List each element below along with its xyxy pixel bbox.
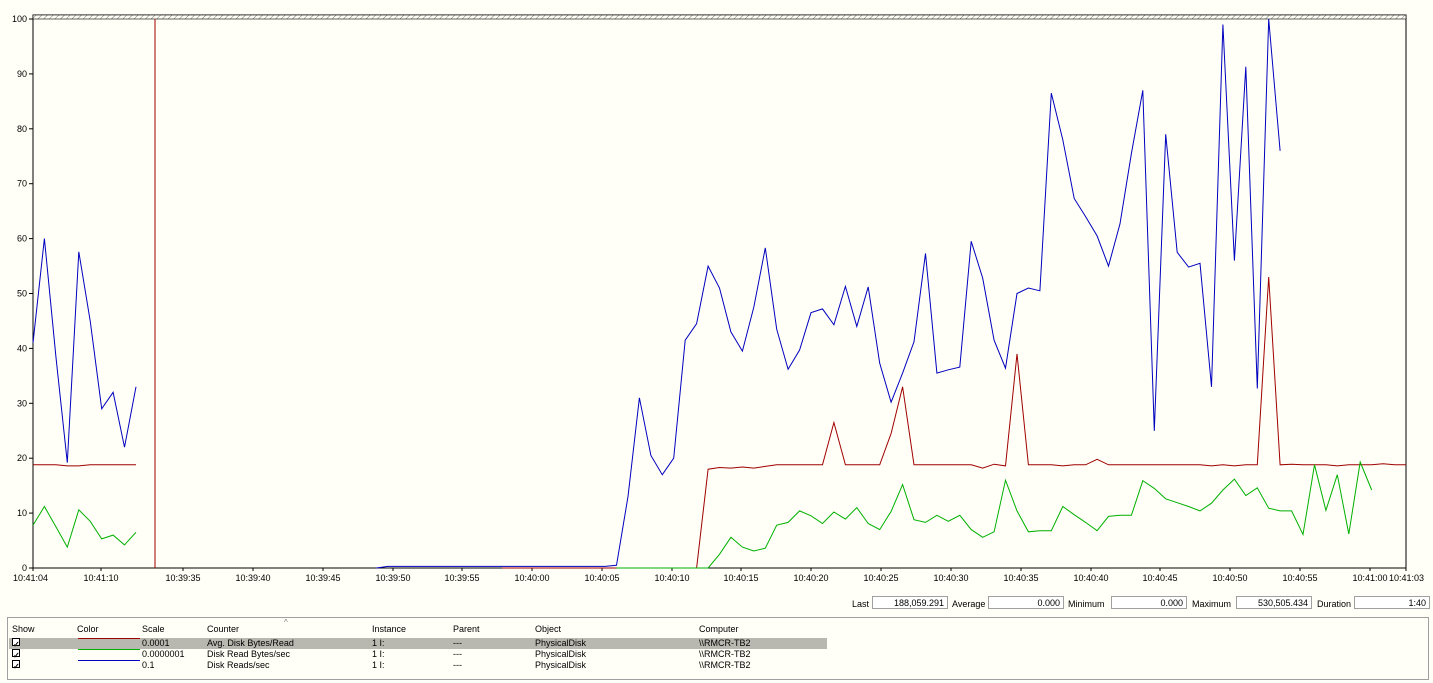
x-tick-label: 10:40:20: [793, 573, 828, 583]
x-tick-label: 10:40:05: [584, 573, 619, 583]
header-computer[interactable]: Computer: [699, 624, 739, 634]
x-tick-label: 10:40:40: [1073, 573, 1108, 583]
parent-cell: ---: [453, 638, 462, 648]
object-cell: PhysicalDisk: [535, 660, 587, 670]
series-line: [32, 505, 137, 549]
legend-row[interactable]: ✓ 0.0001 Avg. Disk Bytes/Read 1 I: --- P…: [9, 638, 827, 649]
parent-cell: ---: [453, 649, 462, 659]
scale-cell: 0.0001: [142, 638, 170, 648]
counter-cell: Avg. Disk Bytes/Read: [207, 638, 294, 648]
object-cell: PhysicalDisk: [535, 638, 587, 648]
series-layer: [32, 18, 1406, 569]
counter-cell: Disk Reads/sec: [207, 660, 270, 670]
object-cell: PhysicalDisk: [535, 649, 587, 659]
instance-cell: 1 I:: [372, 649, 385, 659]
x-tick-label: 10:41:03: [1389, 573, 1424, 583]
last-label: Last: [852, 599, 870, 609]
x-tick-label: 10:41:10: [83, 573, 118, 583]
x-tick-label: 10:41:04: [13, 573, 48, 583]
y-tick-label: 100: [12, 14, 27, 24]
instance-cell: 1 I:: [372, 638, 385, 648]
x-tick-label: 10:40:15: [723, 573, 758, 583]
y-tick-label: 40: [17, 343, 27, 353]
y-tick-label: 10: [17, 508, 27, 518]
plot-background: [32, 14, 1407, 569]
scale-cell: 0.0000001: [142, 649, 185, 659]
x-tick-label: 10:39:45: [305, 573, 340, 583]
y-tick-label: 50: [17, 289, 27, 299]
x-tick-label: 10:40:10: [654, 573, 689, 583]
header-instance[interactable]: Instance: [372, 624, 407, 634]
header-color[interactable]: Color: [77, 624, 99, 634]
show-checkbox[interactable]: ✓: [12, 649, 20, 660]
y-tick-label: 80: [17, 124, 27, 134]
x-tick-label: 10:40:45: [1142, 573, 1177, 583]
minimum-label: Minimum: [1068, 599, 1105, 609]
computer-cell: \\RMCR-TB2: [699, 660, 751, 670]
maximum-label: Maximum: [1192, 599, 1232, 609]
counter-legend-table[interactable]: Show Color Scale Counter ^ Instance Pare…: [7, 617, 1429, 680]
sort-ascending-icon: ^: [284, 618, 288, 627]
x-tick-label: 10:40:30: [933, 573, 968, 583]
series-line: [616, 460, 1373, 569]
series-line: [33, 464, 136, 467]
show-checkbox[interactable]: ✓: [12, 638, 20, 649]
x-tick-label: 10:41:00: [1352, 573, 1387, 583]
x-tick-label: 10:39:35: [165, 573, 200, 583]
minimum-value: 0.000: [1111, 596, 1187, 609]
parent-cell: ---: [453, 660, 462, 670]
legend-row[interactable]: ✓ 0.0000001 Disk Read Bytes/sec 1 I: ---…: [9, 649, 827, 660]
show-checkbox[interactable]: ✓: [12, 660, 20, 671]
series-line: [32, 238, 137, 463]
average-value: 0.000: [988, 596, 1064, 609]
x-axis: 10:41:04 10:41:10 10:39:35 10:39:40 10:39:45…: [13, 568, 1424, 583]
series-disk-reads-sec: [32, 18, 1281, 569]
x-tick-label: 10:39:40: [235, 573, 270, 583]
instance-cell: 1 I:: [372, 660, 385, 670]
header-object[interactable]: Object: [535, 624, 562, 634]
average-label: Average: [952, 599, 986, 609]
maximum-value: 530,505.434: [1236, 596, 1312, 609]
header-counter[interactable]: Counter: [207, 624, 240, 634]
y-tick-label: 20: [17, 453, 27, 463]
y-tick-label: 30: [17, 398, 27, 408]
header-show[interactable]: Show: [12, 624, 35, 634]
duration-label: Duration: [1317, 599, 1352, 609]
legend-row[interactable]: ✓ 0.1 Disk Reads/sec 1 I: --- PhysicalDi…: [9, 660, 827, 671]
x-tick-label: 10:40:55: [1282, 573, 1317, 583]
stats-bar: Last 188,059.291 Average 0.000 Minimum 0…: [840, 596, 1433, 612]
x-tick-label: 10:39:50: [375, 573, 410, 583]
y-tick-label: 60: [17, 234, 27, 244]
series-line: [376, 18, 1281, 569]
series-disk-read-bytes-sec: [32, 460, 1373, 569]
x-tick-label: 10:40:00: [514, 573, 549, 583]
y-tick-label: 70: [17, 179, 27, 189]
color-swatch: [78, 649, 140, 650]
header-parent[interactable]: Parent: [453, 624, 480, 634]
header-scale[interactable]: Scale: [142, 624, 165, 634]
x-tick-label: 10:40:50: [1212, 573, 1247, 583]
y-tick-label: 90: [17, 69, 27, 79]
x-tick-label: 10:40:25: [863, 573, 898, 583]
y-axis: 0 10 20 30 40 50 60 70 80 90 100: [12, 14, 33, 573]
plot-top-hatch: [32, 14, 1407, 20]
computer-cell: \\RMCR-TB2: [699, 638, 751, 648]
duration-value: 1:40: [1354, 596, 1430, 609]
x-tick-label: 10:39:55: [444, 573, 479, 583]
counter-cell: Disk Read Bytes/sec: [207, 649, 291, 659]
y-tick-label: 0: [22, 563, 27, 573]
color-swatch: [78, 660, 140, 661]
scale-cell: 0.1: [142, 660, 155, 670]
computer-cell: \\RMCR-TB2: [699, 649, 751, 659]
color-swatch: [78, 638, 140, 639]
x-tick-label: 10:40:35: [1003, 573, 1038, 583]
last-value: 188,059.291: [872, 596, 948, 609]
